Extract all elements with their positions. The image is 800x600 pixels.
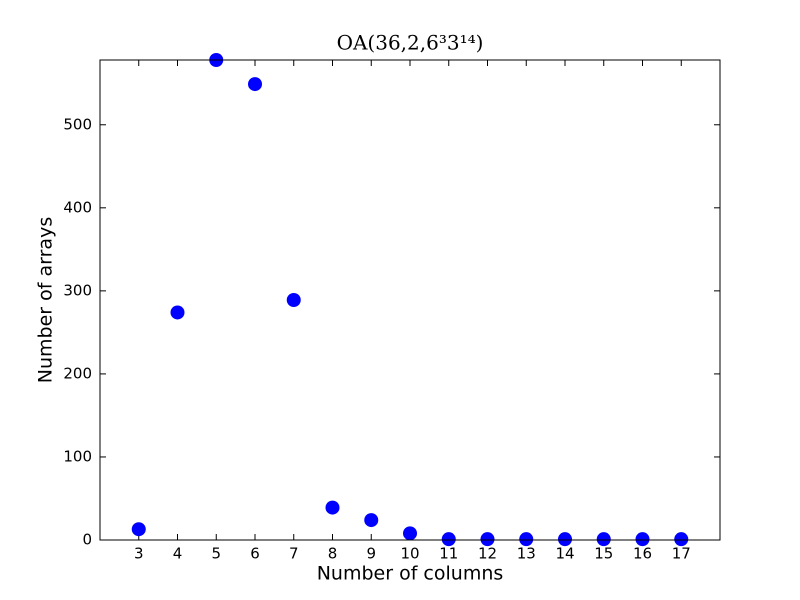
point [596,532,611,547]
point [519,532,534,547]
point [480,532,495,547]
chart-title: OA(36,2,6³3¹⁴) [337,31,484,55]
point [635,532,650,547]
point [170,305,185,320]
x-tick-label: 7 [289,545,299,563]
point [286,293,301,307]
x-tick-label: 16 [633,545,652,563]
point [325,500,340,515]
y-tick-label: 100 [63,447,92,465]
y-tick-label: 400 [63,198,92,216]
x-tick-label: 12 [478,545,497,563]
point [403,526,417,541]
point [131,522,146,537]
point [441,532,456,547]
x-axis-label: Number of columns [317,563,504,585]
point [674,532,689,547]
x-tick-label: 17 [672,545,691,563]
x-tick-label: 4 [173,545,183,563]
x-tick-label: 15 [594,545,613,563]
x-tick-label: 8 [328,545,338,563]
x-tick-label: 14 [555,545,574,563]
y-tick-label: 500 [63,115,92,133]
x-tick-label: 3 [134,545,144,563]
x-tick-label: 6 [250,545,260,563]
point [364,513,379,528]
y-tick-label: 0 [82,531,92,549]
x-tick-label: 10 [400,545,419,563]
x-tick-label: 11 [439,545,458,563]
x-tick-label: 13 [517,545,536,563]
y-axis-label: Number of arrays [35,217,57,383]
x-tick-label: 5 [211,545,221,563]
plot-frame [99,59,721,541]
point [558,532,572,547]
y-tick-label: 200 [63,364,92,382]
point [248,77,262,92]
x-tick-label: 9 [366,545,376,563]
y-tick-label: 300 [63,281,92,299]
